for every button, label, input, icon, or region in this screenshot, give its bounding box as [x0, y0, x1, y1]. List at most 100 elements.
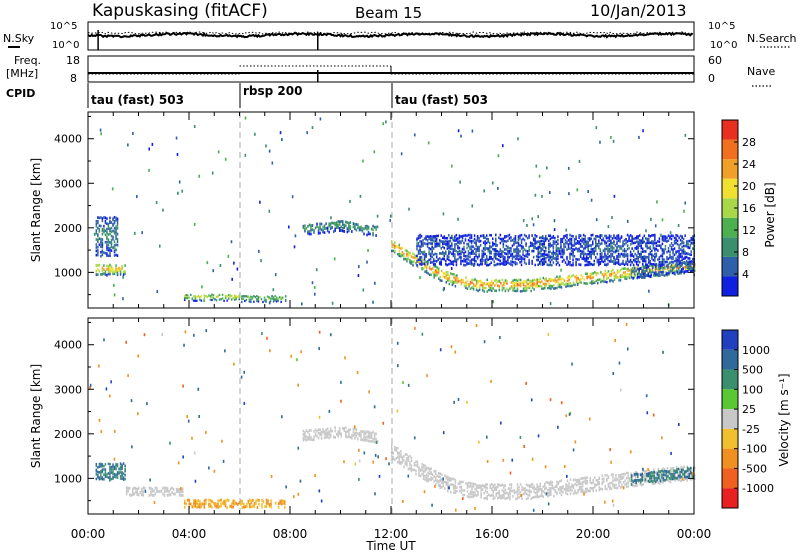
velocity-cell — [141, 489, 143, 493]
power-cell — [687, 268, 690, 272]
power-cell — [599, 253, 602, 256]
velocity-cell — [401, 458, 404, 461]
power-cell — [663, 258, 665, 261]
power-cell — [649, 234, 652, 238]
power-cell — [449, 262, 452, 266]
velocity-cell — [630, 483, 633, 486]
velocity-cell — [537, 489, 540, 493]
power-cell — [116, 223, 119, 227]
power-cell — [478, 247, 480, 251]
power-cell — [103, 264, 105, 267]
velocity-cell — [124, 469, 126, 473]
velocity-cell — [690, 477, 693, 481]
power-scatter-point — [93, 232, 96, 236]
velocity-cell — [325, 433, 327, 437]
power-cell — [451, 252, 453, 256]
power-cell — [610, 252, 612, 256]
velocity-cell — [524, 489, 526, 493]
power-cell — [118, 269, 120, 273]
power-cell — [342, 223, 344, 226]
power-cell — [481, 286, 484, 289]
velocity-cell — [481, 488, 484, 491]
velocity-cell — [664, 473, 666, 477]
power-cell — [439, 279, 441, 282]
velocity-scatter-point — [144, 489, 147, 493]
power-cell — [642, 272, 645, 276]
power-cell — [611, 249, 614, 253]
velocity-cell — [307, 437, 309, 441]
cpid-panel: CPID tau (fast) 503 rbsp 200 tau (fast) … — [6, 83, 488, 108]
power-cell — [647, 270, 649, 274]
velocity-cell — [681, 466, 684, 470]
power-scatter-point — [268, 209, 271, 213]
power-cell — [115, 234, 117, 238]
power-cell — [121, 265, 123, 268]
power-cell — [444, 272, 446, 275]
velocity-cell — [197, 505, 200, 509]
velocity-cell — [416, 465, 419, 469]
power-cell — [509, 287, 511, 290]
velocity-cell — [633, 473, 636, 476]
power-cell — [570, 249, 573, 253]
velocity-cell — [197, 499, 200, 503]
velocity-cell — [474, 487, 476, 491]
velocity-cell — [197, 503, 200, 507]
power-cell — [508, 262, 511, 265]
velocity-cell — [528, 493, 531, 497]
power-cell — [649, 241, 652, 245]
power-cell — [476, 263, 479, 266]
power-cell — [481, 257, 483, 261]
velocity-cell — [477, 490, 479, 494]
velocity-cell — [601, 474, 604, 477]
velocity-scatter-point — [153, 501, 156, 505]
velocity-cell — [428, 478, 431, 481]
power-cell — [498, 254, 500, 258]
velocity-cell — [672, 466, 675, 470]
velocity-cell — [404, 460, 407, 464]
power-cell — [669, 256, 671, 259]
velocity-cell — [586, 487, 588, 491]
power-cell — [590, 237, 592, 241]
velocity-scatter-point — [243, 401, 246, 405]
power-cell — [455, 233, 458, 237]
velocity-cell — [447, 481, 449, 485]
velocity-cell — [686, 469, 689, 473]
velocity-cell — [497, 491, 499, 495]
velocity-cell — [571, 483, 573, 487]
power-scatter-point — [607, 225, 610, 229]
power-cell — [613, 250, 615, 254]
power-cell — [574, 275, 576, 279]
power-cell — [644, 269, 647, 273]
power-cell — [591, 248, 594, 251]
power-cell — [550, 277, 552, 281]
power-cell — [691, 269, 693, 273]
power-cell — [531, 282, 534, 285]
power-cell — [582, 255, 585, 259]
power-cell — [221, 297, 224, 300]
power-cell — [394, 249, 396, 253]
velocity-cell — [250, 499, 253, 503]
velocity-cell — [136, 487, 138, 491]
power-cell — [579, 252, 582, 256]
velocity-cell — [469, 495, 472, 499]
power-cell — [687, 245, 689, 249]
velocity-scatter-point — [439, 348, 442, 352]
power-cell — [501, 288, 504, 292]
power-cell — [637, 236, 639, 240]
power-cell — [545, 237, 547, 241]
power-cell — [352, 225, 355, 229]
velocity-cell — [536, 490, 538, 494]
power-cell — [570, 244, 573, 247]
power-cell — [528, 260, 530, 264]
power-cell — [112, 235, 114, 239]
velocity-cell — [178, 493, 181, 497]
power-cell — [676, 255, 679, 259]
power-cell — [398, 249, 401, 253]
power-cell — [490, 284, 493, 287]
velocity-cell — [430, 478, 432, 482]
power-cell — [416, 259, 418, 263]
velocity-cell — [506, 491, 508, 495]
power-cell — [304, 224, 306, 228]
power-cell — [616, 276, 619, 279]
power-cell — [203, 294, 206, 297]
